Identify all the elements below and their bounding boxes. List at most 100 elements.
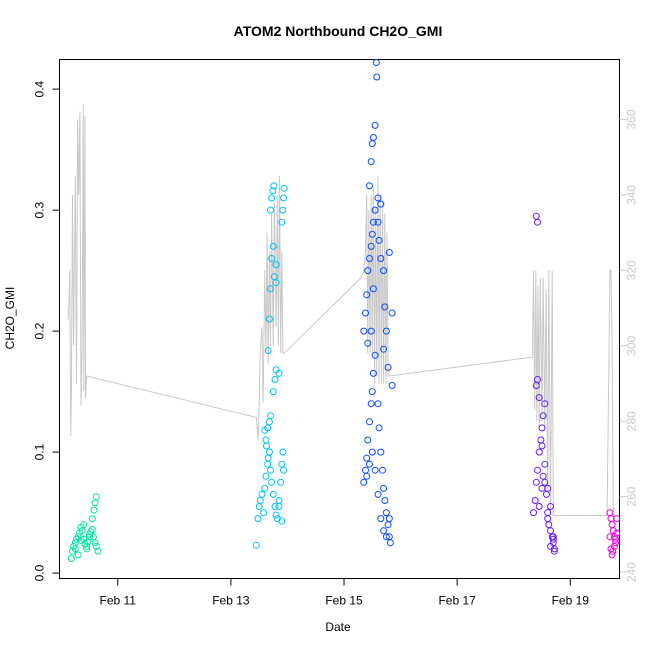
data-point — [385, 249, 393, 256]
data-point — [535, 394, 543, 402]
data-point — [366, 460, 373, 468]
data-point — [535, 448, 543, 456]
point-layer — [67, 59, 621, 562]
data-point — [382, 533, 390, 541]
data-point — [275, 503, 283, 510]
data-point — [367, 327, 375, 335]
series-1 — [67, 493, 102, 562]
data-point — [84, 538, 92, 546]
line-layer — [67, 104, 615, 516]
data-point — [373, 73, 381, 81]
data-point — [388, 382, 396, 389]
data-point — [272, 279, 280, 287]
data-point — [545, 521, 553, 529]
data-point — [83, 542, 91, 550]
data-point — [275, 369, 283, 377]
data-point — [377, 515, 385, 523]
data-point — [608, 521, 616, 529]
data-point — [277, 478, 285, 486]
data-point — [362, 466, 369, 474]
data-point — [267, 206, 274, 214]
data-point — [606, 509, 614, 517]
x-tick-label: Feb 13 — [212, 594, 250, 608]
data-point — [608, 551, 616, 559]
series-2 — [252, 182, 288, 549]
x-axis-label: Date — [325, 620, 351, 634]
data-point — [80, 521, 88, 529]
data-point — [374, 400, 382, 408]
data-point — [547, 527, 554, 535]
data-point — [532, 212, 540, 220]
data-point — [270, 182, 278, 190]
data-point — [380, 527, 388, 535]
data-point — [367, 242, 375, 250]
y2-tick-label: 320 — [625, 260, 639, 280]
y2-tick-label: 360 — [625, 109, 639, 129]
data-point — [278, 218, 286, 226]
data-point — [377, 448, 385, 456]
y-tick-label: 0.3 — [33, 201, 47, 218]
data-point — [267, 412, 274, 420]
data-point — [374, 194, 382, 202]
data-point — [382, 327, 390, 335]
data-point — [279, 448, 287, 456]
data-point — [363, 291, 371, 299]
data-point — [367, 158, 375, 166]
data-point — [267, 466, 274, 474]
data-point — [254, 515, 262, 523]
data-point — [610, 542, 618, 550]
data-point — [369, 218, 377, 226]
data-point — [541, 400, 549, 408]
data-point — [538, 442, 546, 450]
data-point — [379, 466, 386, 474]
data-point — [268, 255, 276, 262]
right-axis: 240 260 280 300 320 340 360 — [619, 109, 639, 582]
data-point — [367, 400, 375, 408]
data-point — [369, 134, 377, 141]
data-point — [534, 218, 541, 226]
data-point — [609, 547, 617, 555]
data-point — [269, 388, 277, 396]
data-point — [71, 539, 79, 547]
y-tick-label: 0.1 — [33, 443, 47, 460]
data-point — [372, 59, 380, 66]
data-point — [92, 542, 100, 550]
data-point — [67, 555, 75, 562]
data-point — [360, 478, 368, 486]
data-point — [262, 436, 270, 444]
data-point — [530, 509, 537, 517]
data-point — [532, 478, 540, 486]
y2-tick-label: 240 — [625, 562, 639, 582]
data-point — [543, 490, 550, 498]
data-point — [380, 345, 388, 353]
data-point — [538, 424, 546, 432]
data-point — [541, 478, 549, 486]
data-point — [264, 460, 272, 468]
data-point — [265, 448, 273, 456]
data-point — [380, 484, 388, 492]
data-point — [380, 267, 388, 275]
data-point — [541, 460, 549, 468]
data-point — [368, 448, 376, 456]
data-point — [360, 327, 368, 335]
data-point — [263, 442, 270, 450]
data-point — [280, 466, 287, 474]
data-point — [612, 539, 619, 547]
data-point — [549, 533, 557, 541]
data-point — [77, 536, 85, 544]
data-point — [607, 515, 615, 523]
data-point — [91, 499, 99, 507]
x-tick-label: Feb 11 — [100, 594, 137, 608]
data-point — [279, 206, 287, 214]
series-4 — [530, 212, 558, 555]
data-point — [366, 255, 373, 262]
data-point — [265, 418, 273, 426]
data-point — [265, 315, 273, 323]
data-point — [262, 472, 270, 480]
data-point — [531, 497, 539, 504]
data-point — [381, 303, 389, 311]
data-point — [384, 363, 392, 371]
data-point — [269, 490, 277, 498]
data-point — [268, 194, 276, 202]
data-point — [613, 529, 621, 537]
